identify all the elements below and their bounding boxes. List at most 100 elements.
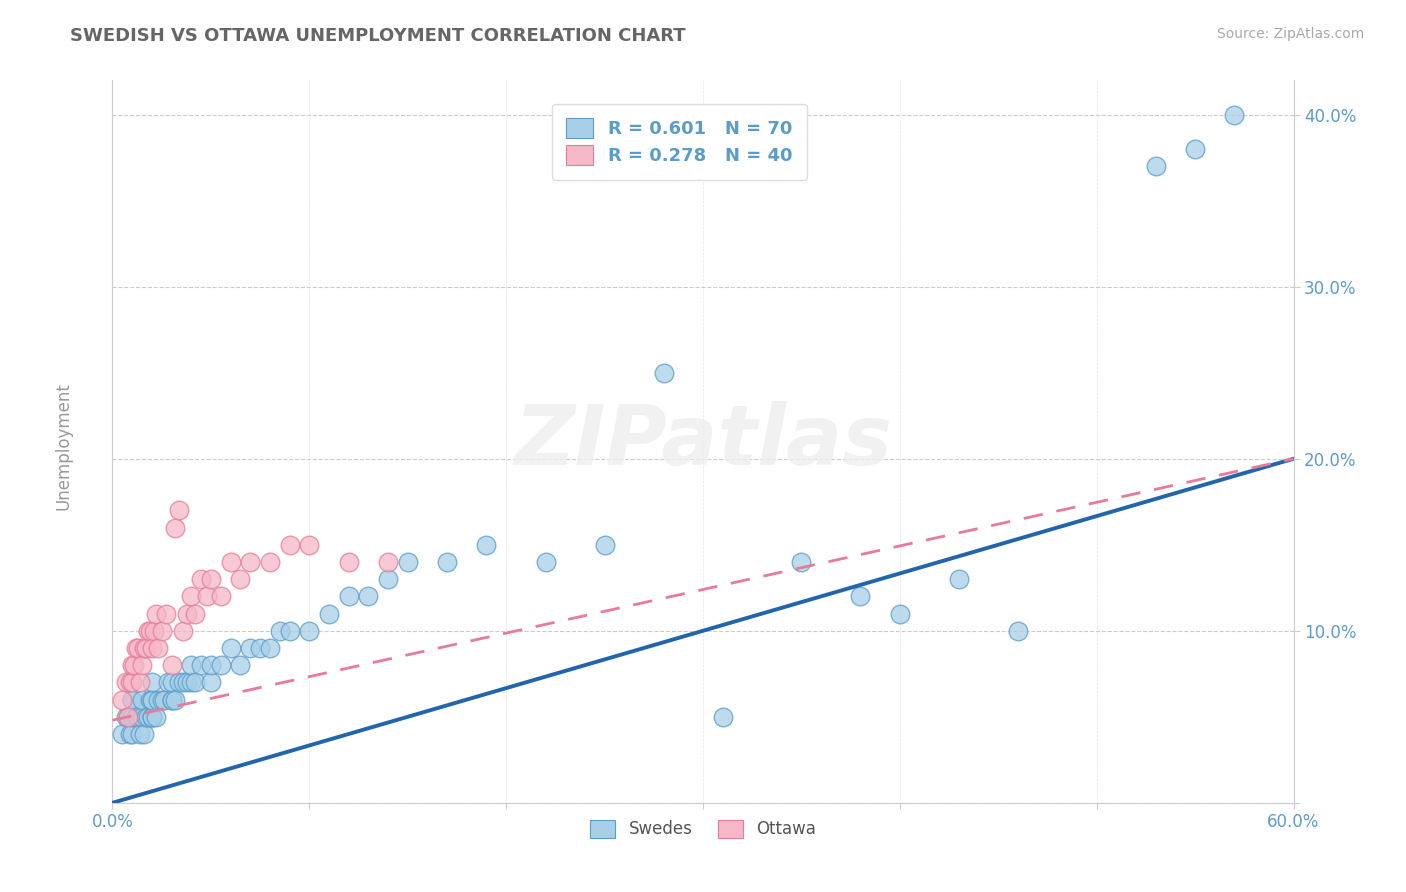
- Point: [219, 555, 242, 569]
- Point: [200, 658, 222, 673]
- Point: [259, 640, 281, 655]
- Point: [111, 727, 134, 741]
- Point: [120, 727, 142, 741]
- Point: [229, 572, 252, 586]
- Point: [120, 675, 142, 690]
- Point: [165, 692, 187, 706]
- Point: [1144, 159, 1167, 173]
- Point: [122, 658, 145, 673]
- Point: [127, 710, 149, 724]
- Point: [160, 658, 183, 673]
- Point: [1184, 142, 1206, 156]
- Point: [180, 590, 202, 604]
- Point: [125, 710, 148, 724]
- Point: [121, 692, 143, 706]
- Point: [436, 555, 458, 569]
- Point: [142, 624, 165, 638]
- Point: [180, 658, 202, 673]
- Point: [141, 710, 163, 724]
- Point: [209, 590, 232, 604]
- Point: [278, 624, 301, 638]
- Point: [790, 555, 813, 569]
- Point: [160, 675, 183, 690]
- Point: [377, 555, 399, 569]
- Point: [849, 590, 872, 604]
- Point: [146, 640, 169, 655]
- Point: [132, 727, 155, 741]
- Point: [259, 555, 281, 569]
- Point: [141, 710, 163, 724]
- Point: [160, 692, 183, 706]
- Point: [136, 710, 159, 724]
- Point: [652, 366, 675, 380]
- Point: [200, 572, 222, 586]
- Point: [141, 692, 163, 706]
- Point: [298, 538, 321, 552]
- Point: [172, 624, 194, 638]
- Point: [129, 675, 152, 690]
- Point: [184, 675, 207, 690]
- Point: [195, 590, 218, 604]
- Point: [239, 640, 262, 655]
- Point: [165, 520, 187, 534]
- Point: [318, 607, 340, 621]
- Point: [127, 640, 149, 655]
- Text: Unemployment: Unemployment: [55, 382, 72, 510]
- Point: [357, 590, 380, 604]
- Point: [337, 590, 360, 604]
- Point: [139, 624, 162, 638]
- Point: [121, 675, 143, 690]
- Point: [534, 555, 557, 569]
- Point: [176, 607, 198, 621]
- Point: [121, 658, 143, 673]
- Point: [121, 727, 143, 741]
- Point: [146, 692, 169, 706]
- Point: [200, 675, 222, 690]
- Point: [150, 692, 173, 706]
- Point: [141, 710, 163, 724]
- Point: [209, 658, 232, 673]
- Text: SWEDISH VS OTTAWA UNEMPLOYMENT CORRELATION CHART: SWEDISH VS OTTAWA UNEMPLOYMENT CORRELATI…: [70, 27, 686, 45]
- Point: [121, 692, 143, 706]
- Point: [136, 624, 159, 638]
- Point: [156, 675, 179, 690]
- Point: [117, 710, 139, 724]
- Point: [889, 607, 911, 621]
- Point: [115, 710, 138, 724]
- Point: [337, 555, 360, 569]
- Point: [176, 675, 198, 690]
- Point: [229, 658, 252, 673]
- Point: [131, 658, 153, 673]
- Legend: Swedes, Ottawa: Swedes, Ottawa: [583, 813, 823, 845]
- Point: [125, 640, 148, 655]
- Point: [711, 710, 734, 724]
- Point: [135, 710, 157, 724]
- Text: Source: ZipAtlas.com: Source: ZipAtlas.com: [1216, 27, 1364, 41]
- Point: [150, 624, 173, 638]
- Point: [139, 692, 162, 706]
- Point: [152, 692, 174, 706]
- Point: [180, 675, 202, 690]
- Point: [141, 675, 163, 690]
- Point: [121, 710, 143, 724]
- Point: [475, 538, 498, 552]
- Point: [117, 710, 139, 724]
- Point: [169, 503, 191, 517]
- Point: [184, 607, 207, 621]
- Point: [249, 640, 271, 655]
- Point: [219, 640, 242, 655]
- Point: [1007, 624, 1029, 638]
- Point: [131, 692, 153, 706]
- Point: [278, 538, 301, 552]
- Point: [121, 710, 143, 724]
- Point: [190, 658, 212, 673]
- Point: [269, 624, 291, 638]
- Point: [155, 607, 177, 621]
- Text: ZIPatlas: ZIPatlas: [515, 401, 891, 482]
- Point: [190, 572, 212, 586]
- Point: [377, 572, 399, 586]
- Point: [172, 675, 194, 690]
- Point: [145, 710, 167, 724]
- Point: [141, 640, 163, 655]
- Point: [141, 692, 163, 706]
